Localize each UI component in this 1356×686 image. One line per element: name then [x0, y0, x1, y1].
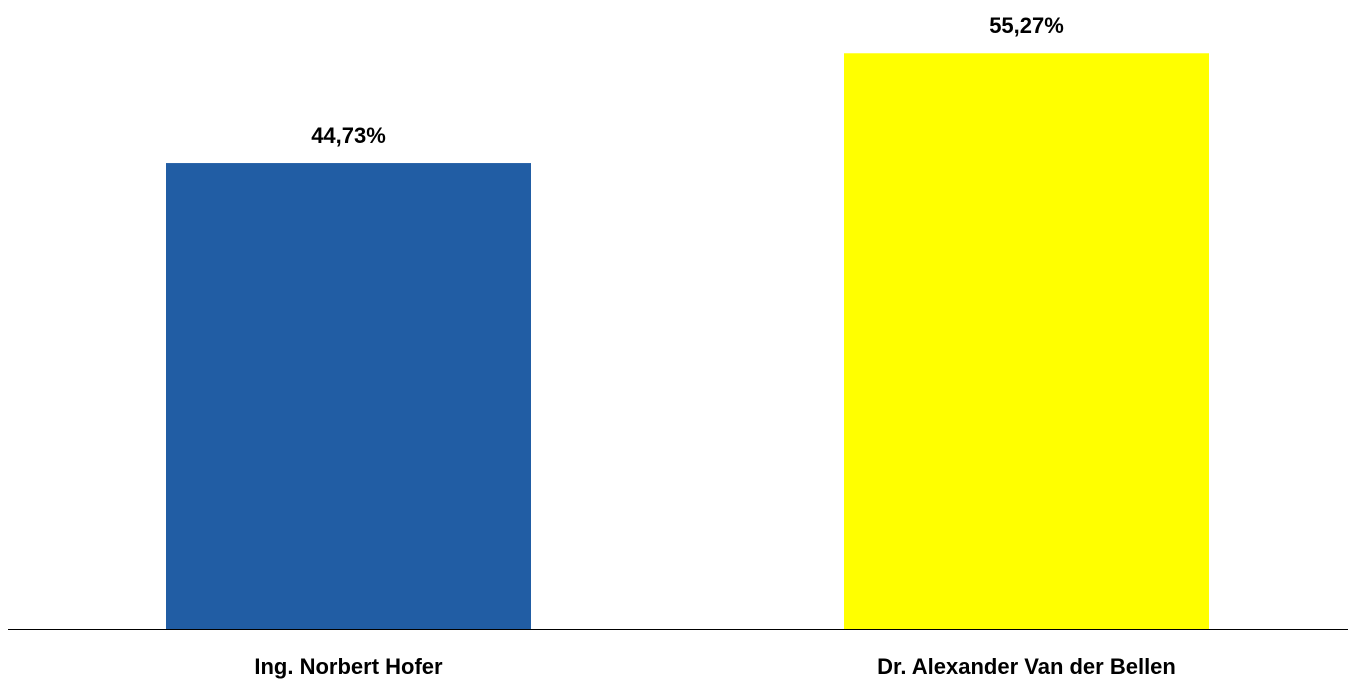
bar	[166, 163, 531, 629]
data-label: 55,27%	[989, 13, 1064, 38]
x-tick-label: Dr. Alexander Van der Bellen	[877, 654, 1176, 679]
bar	[844, 53, 1209, 630]
data-label: 44,73%	[311, 123, 386, 148]
x-tick-label: Ing. Norbert Hofer	[254, 654, 443, 679]
